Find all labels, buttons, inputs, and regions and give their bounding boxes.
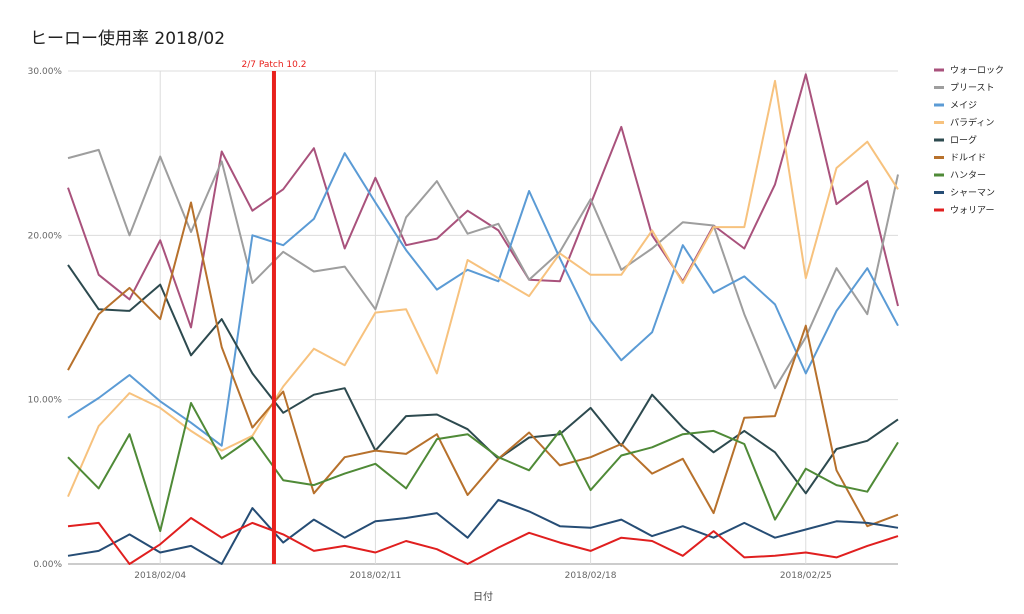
legend-label: ハンター xyxy=(950,170,986,181)
series-line xyxy=(67,152,899,447)
y-tick-label: 30.00% xyxy=(28,67,63,77)
legend-label: ローグ xyxy=(950,134,977,146)
legend-label: メイジ xyxy=(950,101,977,111)
y-tick-label: 10.00% xyxy=(28,396,63,406)
legend-label: シャーマン xyxy=(950,189,995,199)
series-line xyxy=(67,148,899,390)
series-line xyxy=(67,264,899,495)
y-tick-label: 20.00% xyxy=(28,231,63,241)
series-line xyxy=(67,73,899,329)
series-line xyxy=(67,201,899,528)
legend-label: プリースト xyxy=(950,83,995,94)
legend-label: ドルイド xyxy=(950,154,986,164)
x-tick-label: 2018/02/18 xyxy=(565,571,617,581)
y-tick-label: 0.00% xyxy=(33,560,62,570)
x-tick-label: 2018/02/04 xyxy=(134,571,186,581)
patch-annotation-label: 2/7 Patch 10.2 xyxy=(241,60,306,70)
chart-title: ヒーロー使用率 2018/02 xyxy=(30,29,226,49)
legend-label: パラディン xyxy=(950,117,994,129)
x-axis-title: 日付 xyxy=(473,590,493,603)
series-line xyxy=(67,79,899,497)
legend-label: ウォリアー xyxy=(950,205,994,216)
series-line xyxy=(67,517,899,565)
legend-label: ウォーロック xyxy=(950,65,1004,76)
x-tick-label: 2018/02/25 xyxy=(780,571,832,581)
series-line xyxy=(67,402,899,533)
series-line xyxy=(67,498,899,565)
x-tick-label: 2018/02/11 xyxy=(349,571,401,581)
